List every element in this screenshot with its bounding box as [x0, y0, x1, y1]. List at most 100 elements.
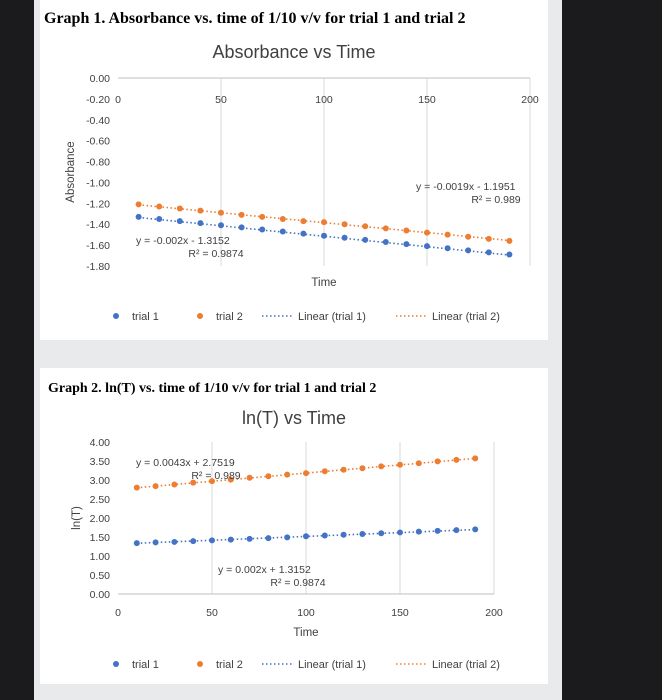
data-point-trial-2 — [135, 201, 142, 208]
graph-1-caption: Graph 1. Absorbance vs. time of 1/10 v/v… — [44, 10, 466, 27]
data-point-trial-2 — [378, 463, 385, 470]
y-axis-label: Absorbance — [65, 141, 77, 202]
legend-label: Linear (trial 2) — [432, 659, 500, 671]
data-point-trial-1 — [265, 535, 272, 542]
data-point-trial-2 — [359, 465, 366, 472]
x-tick-label: 100 — [297, 607, 315, 619]
trendline-r2: R² = 0.9874 — [270, 577, 325, 589]
x-tick-label: 150 — [391, 607, 409, 619]
trendline-equation: y = 0.002x + 1.3152 — [218, 564, 311, 576]
legend-label: trial 2 — [216, 659, 243, 671]
data-point-trial-1 — [382, 238, 389, 245]
data-point-trial-1 — [303, 533, 309, 540]
data-point-trial-1 — [176, 218, 183, 225]
data-point-trial-1 — [472, 526, 479, 533]
data-point-trial-1 — [259, 226, 266, 233]
y-tick-label: 2.50 — [90, 494, 111, 506]
data-point-trial-1 — [156, 216, 163, 222]
chart-title: Absorbance vs Time — [212, 42, 375, 62]
x-axis-label: Time — [293, 627, 318, 639]
y-tick-label: -1.20 — [86, 198, 110, 210]
data-point-trial-1 — [415, 528, 422, 535]
data-point-trial-2 — [259, 213, 266, 220]
y-tick-label: -1.60 — [86, 240, 110, 252]
data-point-trial-1 — [284, 534, 291, 541]
data-point-trial-1 — [135, 213, 142, 220]
x-tick-label: 200 — [521, 94, 539, 106]
legend-label: trial 2 — [216, 311, 243, 323]
trendline-equation: y = -0.0019x - 1.1951 — [416, 181, 516, 193]
y-tick-label: -1.80 — [86, 261, 110, 273]
data-point-trial-1 — [434, 527, 441, 534]
data-point-trial-2 — [303, 470, 309, 477]
data-point-trial-2 — [265, 473, 272, 480]
data-point-trial-2 — [465, 233, 472, 240]
data-point-trial-1 — [246, 535, 253, 542]
y-tick-label: 0.00 — [90, 73, 111, 85]
data-point-trial-1 — [238, 224, 245, 231]
data-point-trial-1 — [362, 236, 369, 243]
data-point-trial-2 — [190, 479, 197, 486]
data-point-trial-2 — [382, 225, 389, 232]
y-axis-label: ln(T) — [71, 506, 83, 530]
x-tick-label: 100 — [315, 94, 333, 106]
data-point-trial-2 — [444, 231, 451, 238]
data-point-trial-2 — [284, 471, 291, 478]
data-point-trial-1 — [403, 241, 410, 248]
data-point-trial-1 — [453, 527, 460, 534]
y-tick-label: 0.50 — [90, 570, 111, 582]
legend-marker — [197, 661, 203, 667]
x-tick-label: 200 — [485, 607, 503, 619]
trendline-r2: R² = 0.989 — [471, 194, 520, 206]
data-point-trial-1 — [378, 530, 385, 537]
data-point-trial-1 — [359, 530, 366, 537]
x-tick-label: 0 — [115, 607, 121, 619]
data-point-trial-2 — [133, 484, 140, 491]
y-tick-label: 2.00 — [90, 513, 111, 525]
chart-2: ln(T) vs Time 0 50 100 150 200 0.00 0.50 1.00 1.5… — [71, 408, 503, 671]
chart-title: ln(T) vs Time — [242, 408, 346, 428]
data-point-trial-2 — [415, 460, 422, 467]
x-tick-label: 50 — [215, 94, 227, 106]
y-tick-label: -1.00 — [86, 177, 110, 189]
data-point-trial-2 — [300, 218, 307, 225]
data-point-trial-1 — [300, 230, 307, 237]
legend-marker — [197, 313, 203, 319]
x-tick-label: 150 — [418, 94, 436, 106]
chart-card-lnt — [40, 368, 548, 684]
data-point-trial-1 — [190, 538, 197, 545]
legend-marker — [113, 661, 119, 667]
data-point-trial-2 — [434, 458, 441, 465]
trendline-equation: y = -0.002x - 1.3152 — [136, 235, 230, 247]
data-point-trial-2 — [453, 456, 460, 463]
legend-label: Linear (trial 1) — [298, 659, 366, 671]
data-point-trial-2 — [403, 227, 410, 234]
legend-label: trial 1 — [132, 311, 159, 323]
data-point-trial-1 — [444, 245, 451, 252]
data-point-trial-1 — [397, 529, 403, 536]
data-point-trial-1 — [197, 220, 204, 227]
y-tick-label: 1.00 — [90, 551, 111, 563]
data-point-trial-1 — [341, 234, 348, 241]
data-point-trial-1 — [321, 232, 327, 239]
data-point-trial-2 — [156, 203, 163, 210]
data-point-trial-2 — [176, 205, 183, 212]
data-point-trial-1 — [133, 540, 140, 547]
data-point-trial-2 — [238, 211, 245, 218]
data-point-trial-1 — [218, 222, 224, 229]
chart-1: Absorbance vs Time 0 50 100 150 200 0.00 -0.20 -… — [65, 42, 539, 323]
data-point-trial-2 — [279, 216, 286, 222]
y-tick-label: 4.00 — [90, 437, 111, 449]
y-tick-label: -0.40 — [86, 115, 110, 127]
data-point-trial-2 — [246, 474, 253, 481]
y-tick-label: 1.50 — [90, 532, 111, 544]
data-point-trial-2 — [485, 235, 492, 242]
data-point-trial-1 — [227, 536, 234, 543]
x-axis-label: Time — [311, 277, 336, 289]
y-tick-label: 3.00 — [90, 475, 111, 487]
x-tick-label: 0 — [115, 94, 121, 106]
data-point-trial-2 — [152, 483, 159, 490]
data-point-trial-2 — [341, 221, 348, 228]
legend-label: Linear (trial 1) — [298, 311, 366, 323]
